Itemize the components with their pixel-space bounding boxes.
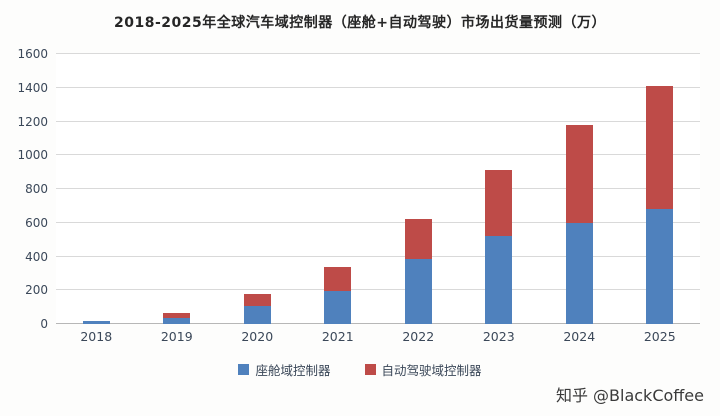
y-axis-tick-label: 0 (40, 317, 48, 331)
bar-column-2022 (378, 54, 459, 324)
legend-item-cockpit: 座舱域控制器 (238, 360, 331, 379)
y-axis-tick-label: 1000 (17, 148, 48, 163)
plot-area (56, 53, 700, 324)
stacked-bar (565, 124, 593, 324)
y-axis-tick-label: 1400 (17, 80, 48, 95)
bar-column-2019 (137, 54, 218, 324)
watermark: 知乎 @BlackCoffee (551, 382, 704, 406)
bar-column-2025 (620, 54, 701, 324)
y-axis-tick-label: 1600 (17, 47, 48, 61)
x-axis-label: 2022 (402, 329, 435, 344)
gridline (56, 53, 700, 54)
gridline (56, 221, 700, 223)
stacked-bar (646, 86, 674, 324)
bar-segment-cockpit (82, 321, 110, 324)
bar-segment-cockpit (324, 291, 352, 324)
chart-area: 0 200 400 600 800 1000 1200 1400 1600 2018 2019 20… (10, 47, 700, 344)
gridline (56, 120, 700, 122)
gridline (56, 289, 700, 291)
bar-segment-cockpit (565, 222, 593, 324)
gridline (56, 188, 700, 189)
bar-segment-autonomous (243, 293, 271, 307)
bar-column-2023 (459, 54, 540, 324)
bar-segment-autonomous (404, 218, 432, 260)
gridline (56, 154, 700, 156)
legend-label: 自动驾驶域控制器 (381, 363, 482, 378)
x-axis-label: 2018 (80, 329, 113, 344)
bar-column-2021 (298, 54, 379, 324)
x-axis-label: 2025 (643, 329, 676, 344)
y-axis: 0 200 400 600 800 1000 1200 1400 1600 (10, 47, 52, 331)
bar-segment-cockpit (485, 236, 513, 324)
chart-title: 2018-2025年全球汽车域控制器（座舱+自动驾驶）市场出货量预测（万） (114, 15, 606, 31)
gridline (56, 323, 700, 324)
bar-segment-autonomous (646, 86, 674, 210)
bar-segment-cockpit (404, 259, 432, 324)
gridline (56, 86, 700, 88)
x-axis-label: 2024 (563, 329, 596, 344)
legend-swatch (364, 364, 376, 375)
bars-row (56, 54, 700, 324)
y-axis-tick-label: 1200 (17, 114, 48, 129)
bar-segment-autonomous (565, 124, 593, 223)
stacked-bar (404, 218, 432, 324)
legend-swatch (238, 364, 250, 375)
stacked-bar (82, 320, 110, 324)
legend-label: 座舱域控制器 (255, 363, 331, 378)
bar-segment-autonomous (485, 170, 513, 237)
bar-segment-cockpit (646, 209, 674, 324)
stacked-bar (163, 313, 191, 324)
bar-segment-autonomous (163, 313, 191, 319)
x-axis-label: 2023 (482, 329, 515, 344)
bar-column-2024 (539, 54, 620, 324)
bar-segment-cockpit (163, 318, 191, 324)
bar-column-2018 (56, 54, 137, 324)
y-axis-tick-label: 400 (25, 249, 48, 264)
x-axis-label: 2019 (160, 329, 193, 344)
x-axis-label: 2021 (321, 329, 354, 344)
bar-segment-autonomous (324, 267, 352, 292)
stacked-bar (324, 267, 352, 324)
gridline (56, 255, 700, 257)
bar-segment-cockpit (243, 306, 271, 324)
y-axis-tick-label: 200 (25, 283, 48, 298)
y-axis-tick-label: 800 (25, 182, 48, 196)
stacked-bar (243, 293, 271, 324)
x-axis: 2018 2019 2020 2021 2022 2023 2024 2025 (56, 324, 700, 344)
bar-column-2020 (217, 54, 298, 324)
stacked-bar (485, 170, 513, 324)
legend: 座舱域控制器 自动驾驶域控制器 (0, 360, 720, 379)
legend-item-autonomous: 自动驾驶域控制器 (364, 360, 482, 379)
x-axis-label: 2020 (241, 329, 274, 344)
y-axis-tick-label: 600 (25, 215, 48, 230)
bar-segment-autonomous (82, 320, 110, 322)
